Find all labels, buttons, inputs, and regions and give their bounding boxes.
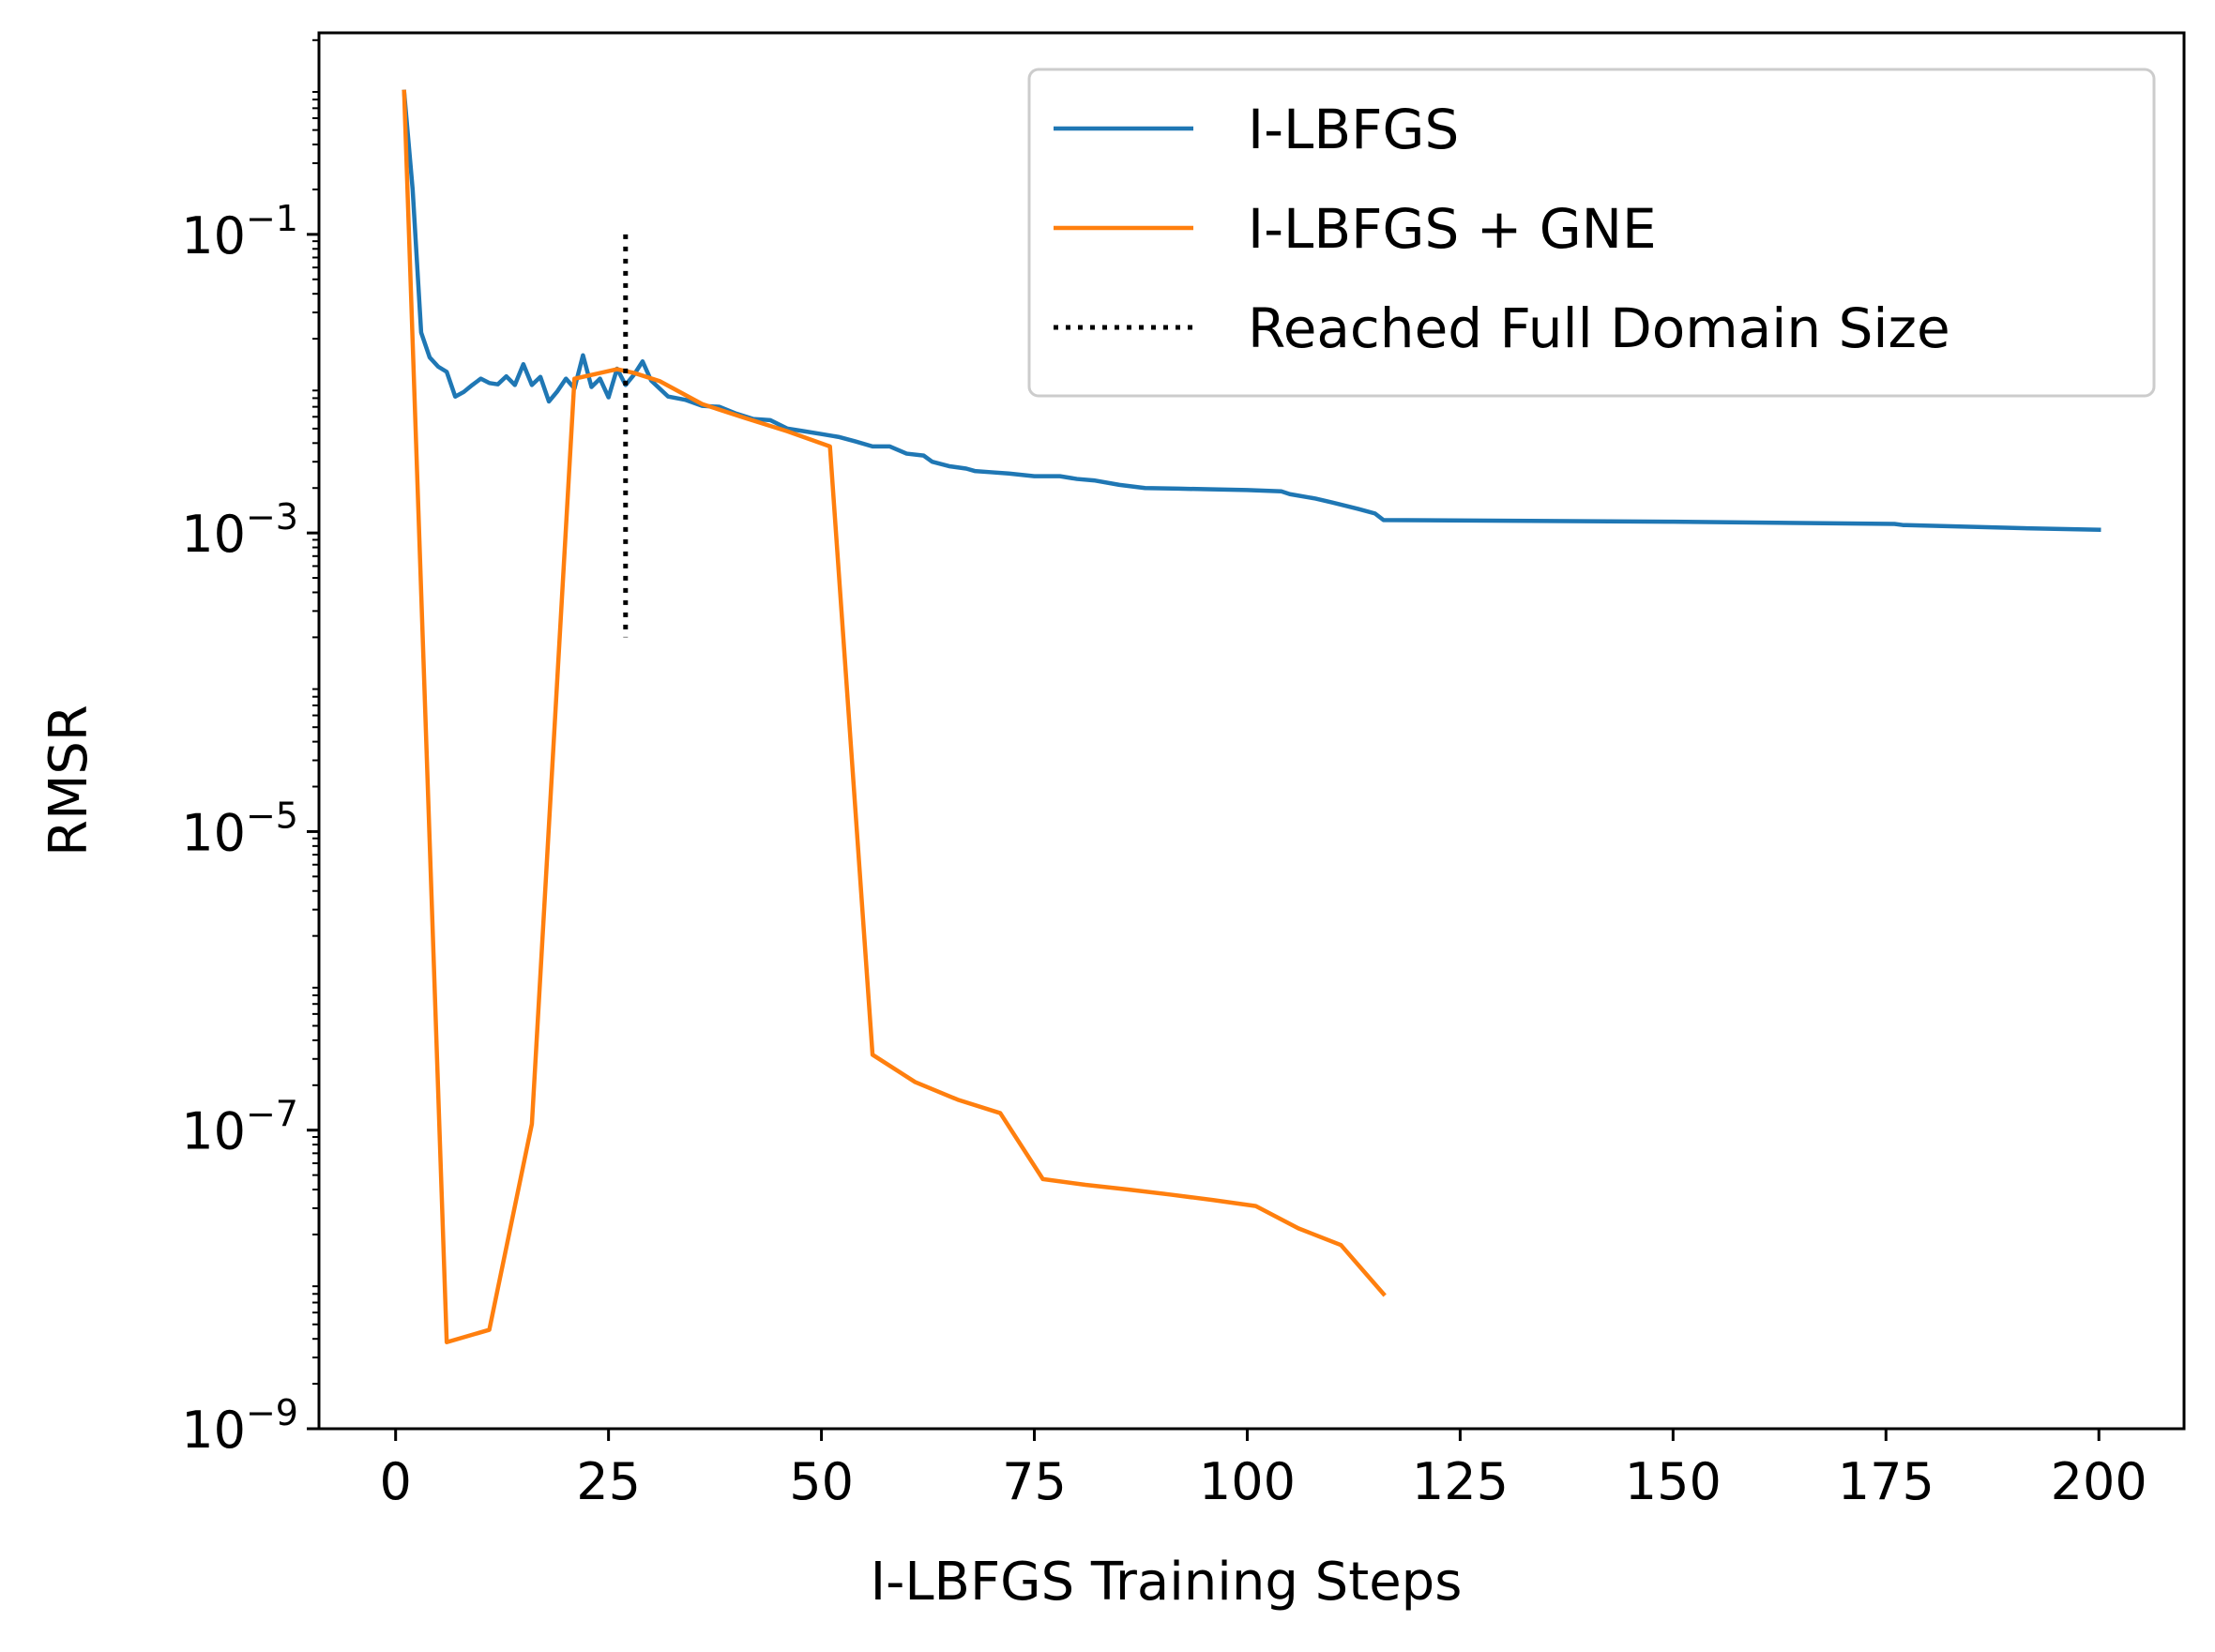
y-tick-label: 10−1 [181, 198, 298, 265]
legend-label-i-lbfgs: I-LBFGS [1248, 98, 1459, 161]
series-line-i-lbfgs-gne [402, 89, 1387, 1344]
y-tick-label: 10−3 [181, 496, 298, 564]
y-tick-label: 10−7 [181, 1094, 298, 1161]
y-tick-label: 10−9 [181, 1392, 298, 1460]
x-tick-label: 125 [1412, 1452, 1509, 1511]
series-line-i-lbfgs [402, 89, 2101, 533]
y-axis-title: RMSR [38, 705, 99, 856]
x-tick-label: 100 [1199, 1452, 1296, 1511]
x-tick-label: 150 [1625, 1452, 1722, 1511]
x-tick-label: 175 [1838, 1452, 1934, 1511]
legend: I-LBFGS I-LBFGS + GNE Reached Full Domain … [1027, 68, 2156, 398]
legend-label-reached-full-domain-size: Reached Full Domain Size [1248, 296, 1950, 360]
x-tick-label: 50 [789, 1452, 854, 1511]
x-axis-title: I-LBFGS Training Steps [871, 1552, 1463, 1613]
axes-layer: 0 25 50 75 100 125 150 175 200 10−1 10−3 10−5 10−7 10… [181, 31, 2186, 1511]
y-tick-label: 10−5 [181, 795, 298, 862]
plot-frame [317, 31, 2186, 1431]
x-tick-label: 200 [2051, 1452, 2147, 1511]
x-tick-label: 75 [1002, 1452, 1067, 1511]
series-group [402, 89, 2101, 1344]
x-tick-label: 25 [576, 1452, 641, 1511]
plot-layer [402, 89, 2101, 1344]
legend-box [1027, 68, 2156, 398]
x-tick-label: 0 [380, 1452, 412, 1511]
legend-label-i-lbfgs-gne: I-LBFGS + GNE [1248, 197, 1657, 261]
